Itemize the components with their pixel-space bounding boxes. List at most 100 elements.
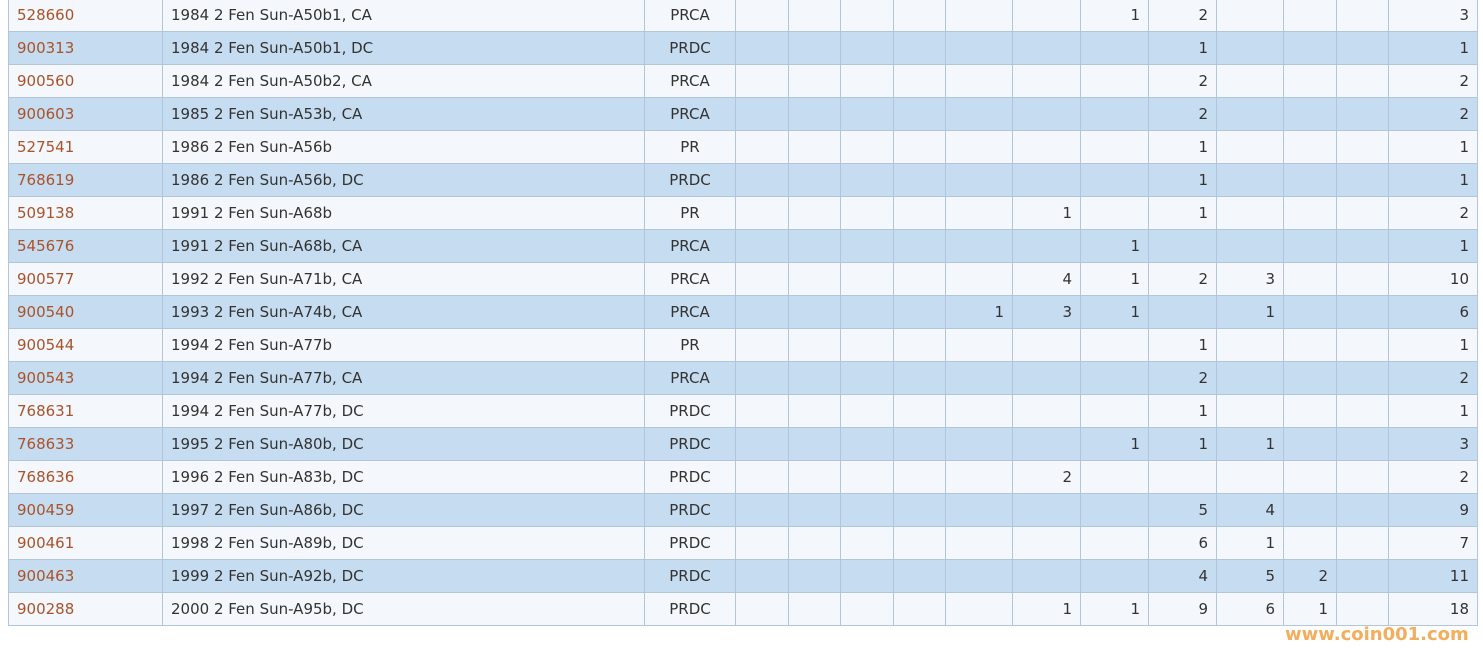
grade-count: [1148, 295, 1217, 329]
grade-count: [1336, 526, 1389, 560]
total-count: 3: [1388, 427, 1478, 461]
grade-count: 9: [1148, 592, 1217, 626]
coin-id-link[interactable]: 509138: [8, 196, 163, 230]
coin-id-link[interactable]: 900543: [8, 361, 163, 395]
grade-count: [788, 163, 841, 197]
coin-id-link[interactable]: 900461: [8, 526, 163, 560]
coin-id-link[interactable]: 900603: [8, 97, 163, 131]
coin-id-link[interactable]: 528660: [8, 0, 163, 32]
grade-count: 2: [1012, 460, 1081, 494]
grade-count: 1: [1216, 427, 1284, 461]
grade-count: [945, 328, 1013, 362]
grade-count: [735, 262, 789, 296]
grade-count: [945, 493, 1013, 527]
coin-id-link[interactable]: 527541: [8, 130, 163, 164]
grade-count: [1012, 526, 1081, 560]
designation: PRDC: [644, 559, 736, 593]
grade-count: [1336, 493, 1389, 527]
grade-count: [1336, 64, 1389, 98]
coin-id-link[interactable]: 900313: [8, 31, 163, 65]
table-row: 900577 1992 2 Fen Sun-A71b, CA PRCA 4 1 2 3 10: [8, 262, 1478, 296]
grade-count: [1216, 328, 1284, 362]
grade-count: [1080, 163, 1149, 197]
grade-count: [1336, 97, 1389, 131]
table-row: 528660 1984 2 Fen Sun-A50b1, CA PRCA 1 2 3: [8, 0, 1478, 32]
grade-count: [1012, 97, 1081, 131]
grade-count: [1080, 394, 1149, 428]
grade-count: 1: [1283, 592, 1337, 626]
grade-count: [840, 328, 894, 362]
designation: PRCA: [644, 97, 736, 131]
coin-id-link[interactable]: 768633: [8, 427, 163, 461]
grade-count: [1012, 130, 1081, 164]
grade-count: [1283, 130, 1337, 164]
grade-count: [1080, 64, 1149, 98]
coin-description: 1984 2 Fen Sun-A50b2, CA: [162, 64, 645, 98]
coin-id-link[interactable]: 900459: [8, 493, 163, 527]
grade-count: [1012, 493, 1081, 527]
grade-count: [735, 295, 789, 329]
grade-count: [788, 97, 841, 131]
table-row: 509138 1991 2 Fen Sun-A68b PR 1 1 2: [8, 196, 1478, 230]
coin-description: 1999 2 Fen Sun-A92b, DC: [162, 559, 645, 593]
population-table: 528660 1984 2 Fen Sun-A50b1, CA PRCA 1 2 3 900…: [8, 0, 1478, 626]
coin-id-link[interactable]: 900560: [8, 64, 163, 98]
grade-count: 4: [1216, 493, 1284, 527]
coin-id-link[interactable]: 768636: [8, 460, 163, 494]
grade-count: 1: [1216, 295, 1284, 329]
grade-count: [1336, 559, 1389, 593]
grade-count: [788, 31, 841, 65]
grade-count: [788, 64, 841, 98]
grade-count: [1216, 0, 1284, 32]
grade-count: [840, 460, 894, 494]
grade-count: [1216, 394, 1284, 428]
coin-id-link[interactable]: 768619: [8, 163, 163, 197]
table-row: 900461 1998 2 Fen Sun-A89b, DC PRDC 6 1 7: [8, 526, 1478, 560]
total-count: 1: [1388, 163, 1478, 197]
grade-count: [1080, 361, 1149, 395]
coin-id-link[interactable]: 900577: [8, 262, 163, 296]
grade-count: [1216, 196, 1284, 230]
grade-count: 1: [1012, 592, 1081, 626]
grade-count: 1: [1148, 130, 1217, 164]
grade-count: [893, 97, 946, 131]
coin-id-link[interactable]: 900544: [8, 328, 163, 362]
grade-count: 1: [1148, 328, 1217, 362]
grade-count: [1080, 31, 1149, 65]
designation: PRDC: [644, 427, 736, 461]
grade-count: [735, 0, 789, 32]
grade-count: [1283, 196, 1337, 230]
coin-id-link[interactable]: 900288: [8, 592, 163, 626]
grade-count: [840, 559, 894, 593]
table-row: 900463 1999 2 Fen Sun-A92b, DC PRDC 4 5 2 11: [8, 559, 1478, 593]
grade-count: [788, 196, 841, 230]
table-row: 900288 2000 2 Fen Sun-A95b, DC PRDC 1 1 9 6 1 18: [8, 592, 1478, 626]
table-row: 900313 1984 2 Fen Sun-A50b1, DC PRDC 1 1: [8, 31, 1478, 65]
grade-count: [945, 31, 1013, 65]
grade-count: [1216, 97, 1284, 131]
grade-count: [788, 262, 841, 296]
grade-count: [893, 361, 946, 395]
grade-count: [840, 262, 894, 296]
grade-count: [788, 130, 841, 164]
grade-count: 1: [1080, 262, 1149, 296]
table-row: 900544 1994 2 Fen Sun-A77b PR 1 1: [8, 328, 1478, 362]
designation: PRDC: [644, 460, 736, 494]
grade-count: [945, 262, 1013, 296]
grade-count: [1336, 0, 1389, 32]
grade-count: [788, 0, 841, 32]
coin-description: 1991 2 Fen Sun-A68b: [162, 196, 645, 230]
coin-id-link[interactable]: 768631: [8, 394, 163, 428]
coin-id-link[interactable]: 900463: [8, 559, 163, 593]
grade-count: [1283, 64, 1337, 98]
total-count: 2: [1388, 196, 1478, 230]
coin-id-link[interactable]: 900540: [8, 295, 163, 329]
total-count: 18: [1388, 592, 1478, 626]
grade-count: [735, 130, 789, 164]
grade-count: 1: [1080, 0, 1149, 32]
grade-count: [893, 526, 946, 560]
grade-count: [1012, 229, 1081, 263]
coin-id-link[interactable]: 545676: [8, 229, 163, 263]
coin-description: 1994 2 Fen Sun-A77b, CA: [162, 361, 645, 395]
designation: PRDC: [644, 493, 736, 527]
